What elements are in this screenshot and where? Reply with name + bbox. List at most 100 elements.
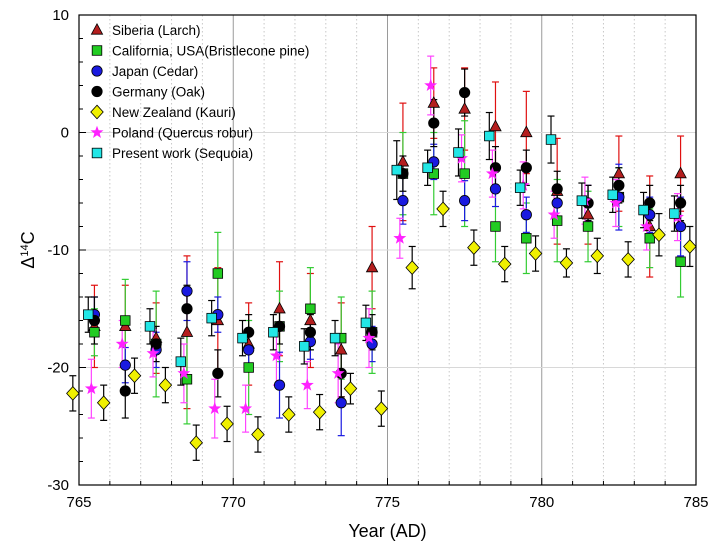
data-point-circle: [520, 162, 532, 174]
y-tick-label: 0: [61, 125, 69, 142]
data-point-star: [269, 348, 283, 362]
data-point-triangle: [581, 207, 595, 220]
data-point-square: [521, 233, 532, 244]
legend-item: California, USA(Bristlecone pine): [91, 44, 309, 59]
data-point-star: [455, 151, 469, 164]
data-point-circle: [212, 367, 224, 379]
legend-item: Germany (Oak): [91, 85, 205, 100]
data-point-triangle: [427, 96, 441, 108]
data-point-circle: [613, 179, 625, 191]
data-point-circle: [459, 86, 471, 99]
data-point-triangle: [304, 313, 317, 326]
data-point-diamond: [652, 227, 666, 243]
legend-item: Japan (Cedar): [91, 64, 198, 79]
data-point-square: [459, 168, 470, 179]
data-point-star: [640, 219, 654, 232]
data-point-square: [83, 309, 94, 320]
legend-item: Present work (Sequoia): [91, 146, 253, 161]
x-tick-label: 785: [683, 494, 708, 511]
y-tick-label: -10: [47, 242, 69, 259]
data-point-triangle: [458, 101, 471, 114]
legend-item: New Zealand (Kauri): [90, 104, 236, 120]
data-point-circle: [181, 285, 193, 297]
data-point-star: [609, 196, 623, 209]
data-point-triangle: [674, 166, 687, 179]
data-point-circle: [335, 397, 347, 409]
data-point-square: [144, 321, 156, 332]
x-tick-label: 780: [529, 494, 554, 511]
data-point-circle: [459, 195, 471, 207]
data-point-circle: [181, 303, 193, 315]
data-point-circle: [273, 379, 286, 391]
data-point-circle: [366, 338, 378, 350]
data-point-diamond: [683, 239, 697, 254]
y-axis-title-base: Δ: [18, 257, 38, 269]
data-point-square: [299, 341, 310, 352]
data-point-triangle: [365, 260, 379, 273]
data-point-diamond: [374, 401, 389, 417]
data-point-star: [547, 207, 561, 221]
data-point-circle: [304, 326, 316, 338]
data-point-star: [208, 401, 222, 415]
legend-marker-circle: [91, 85, 103, 98]
y-axis-title: Δ14C: [18, 231, 38, 268]
legend-marker-triangle: [90, 22, 104, 35]
data-point-diamond: [96, 395, 111, 411]
data-point-star: [115, 337, 129, 350]
data-markers: [66, 78, 697, 451]
data-point-square: [89, 327, 100, 338]
legend-label: Siberia (Larch): [112, 23, 201, 38]
data-point-diamond: [405, 260, 419, 276]
data-point-square: [237, 332, 248, 344]
legend-marker-square: [91, 147, 103, 159]
legend-item: Poland (Quercus robur): [90, 126, 253, 141]
data-point-square: [669, 208, 680, 219]
data-point-star: [331, 366, 345, 379]
legend-label: California, USA(Bristlecone pine): [112, 44, 309, 59]
data-point-star: [84, 381, 98, 395]
data-point-square: [268, 327, 279, 338]
data-point-diamond: [127, 368, 142, 384]
data-point-circle: [243, 344, 255, 356]
legend-label: Germany (Oak): [112, 85, 205, 100]
data-point-square: [243, 362, 254, 373]
data-point-square: [514, 182, 526, 193]
y-axis-title-tail: C: [18, 231, 38, 244]
data-point-diamond: [559, 255, 574, 271]
data-point-square: [638, 204, 649, 216]
legend: Siberia (Larch) California, USA(Bristleco…: [90, 22, 309, 161]
data-point-triangle: [396, 154, 410, 167]
data-point-star: [300, 378, 314, 391]
data-point-diamond: [158, 377, 173, 393]
data-point-circle: [674, 220, 687, 233]
data-point-circle: [119, 385, 131, 397]
x-tick-label: 765: [66, 494, 91, 511]
x-tick-label: 775: [375, 494, 400, 511]
data-point-star: [239, 401, 253, 415]
data-point-star: [485, 166, 499, 180]
data-point-star: [424, 78, 438, 91]
data-point-circle: [551, 183, 563, 195]
legend-label: Japan (Cedar): [112, 64, 198, 79]
data-point-triangle: [520, 125, 533, 138]
data-point-diamond: [528, 246, 543, 261]
data-point-diamond: [497, 256, 512, 272]
data-point-circle: [674, 197, 687, 209]
data-point-diamond: [343, 381, 358, 397]
x-axis-title: Year (AD): [348, 521, 426, 541]
data-point-diamond: [590, 248, 605, 264]
data-point-square: [329, 332, 341, 344]
data-point-triangle: [180, 325, 194, 337]
data-point-square: [206, 312, 217, 324]
legend-marker-diamond: [90, 104, 104, 120]
data-point-circle: [150, 338, 162, 350]
data-point-circle: [119, 359, 131, 371]
data-point-square: [582, 221, 594, 232]
data-point-diamond: [312, 404, 327, 420]
y-axis-title-superscript: 14: [19, 244, 31, 256]
data-point-triangle: [489, 119, 502, 132]
data-point-square: [545, 134, 557, 145]
data-point-square: [576, 195, 588, 206]
data-point-square: [675, 256, 686, 267]
